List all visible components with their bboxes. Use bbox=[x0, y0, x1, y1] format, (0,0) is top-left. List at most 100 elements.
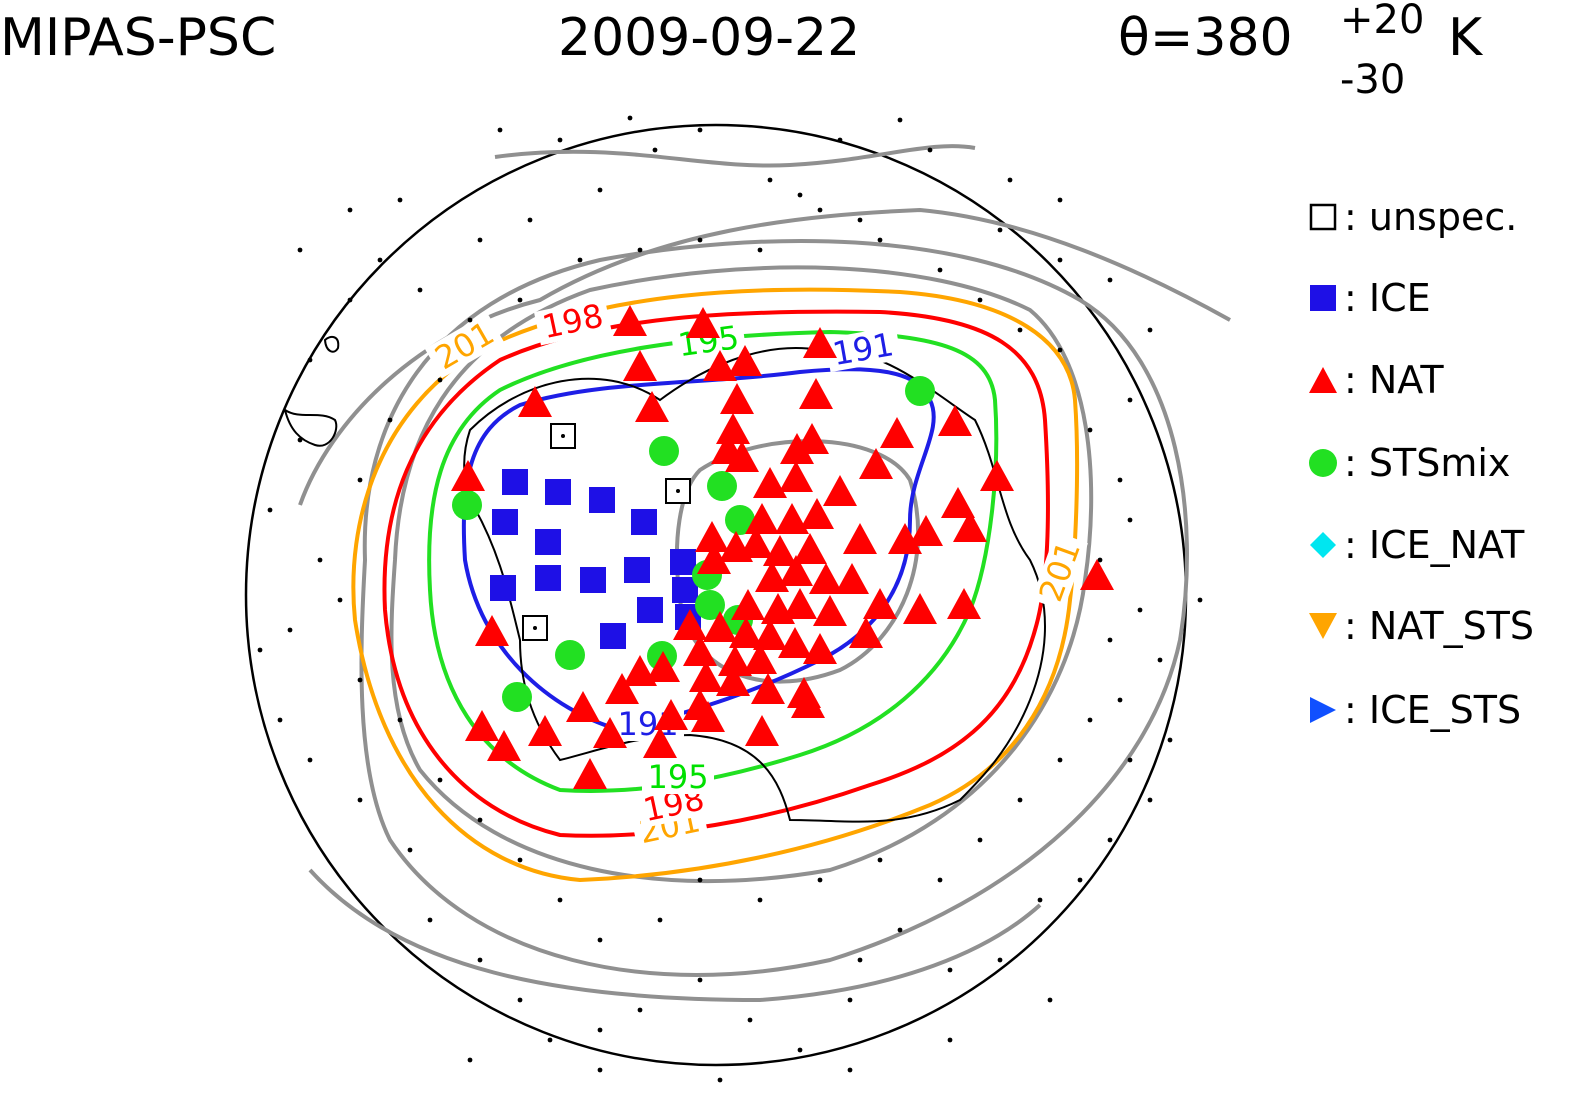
measurement-dot bbox=[477, 957, 483, 963]
nat-marker bbox=[953, 511, 987, 542]
measurement-dot bbox=[357, 477, 363, 483]
nat-marker bbox=[720, 383, 754, 414]
nat-marker bbox=[673, 609, 707, 640]
measurement-dot bbox=[797, 192, 803, 198]
measurement-dot bbox=[977, 297, 983, 303]
measurement-dot bbox=[517, 297, 523, 303]
nat-marker bbox=[743, 643, 777, 674]
measurement-dot bbox=[377, 257, 383, 263]
legend-label: : STSmix bbox=[1344, 441, 1511, 485]
measurement-dot bbox=[277, 717, 283, 723]
ice-marker bbox=[631, 509, 657, 535]
coastline bbox=[463, 347, 1046, 823]
stsmix-marker bbox=[502, 682, 532, 712]
measurement-dot bbox=[317, 557, 323, 563]
measurement-locations bbox=[257, 115, 1203, 1083]
stsmix-marker bbox=[452, 490, 482, 520]
nat-marker bbox=[779, 555, 813, 586]
measurement-dot bbox=[1137, 607, 1143, 613]
measurement-dot bbox=[697, 977, 703, 983]
measurement-dot bbox=[1047, 997, 1053, 1003]
nat-marker bbox=[731, 589, 765, 620]
nat-marker bbox=[465, 710, 499, 741]
measurement-dot bbox=[497, 127, 503, 133]
measurement-dot bbox=[1087, 717, 1093, 723]
unspec-markers bbox=[522, 423, 691, 641]
nat-marker bbox=[686, 307, 720, 338]
measurement-dot bbox=[697, 237, 703, 243]
nat-marker bbox=[623, 350, 657, 381]
measurement-dot bbox=[1107, 277, 1113, 283]
nat-marker bbox=[1080, 559, 1114, 590]
nat-marker bbox=[795, 423, 829, 454]
ice-markers bbox=[490, 469, 701, 649]
nat-marker bbox=[451, 460, 485, 491]
nat-marker bbox=[753, 467, 787, 498]
measurement-dot bbox=[697, 877, 703, 883]
measurement-dot bbox=[897, 927, 903, 933]
nat-marker bbox=[809, 563, 843, 594]
nat-marker bbox=[573, 758, 607, 789]
nat-marker bbox=[778, 627, 812, 658]
measurement-dot bbox=[1007, 177, 1013, 183]
measurement-dot bbox=[417, 287, 423, 293]
nat-marker bbox=[909, 515, 943, 546]
legend-item-nat: : NAT bbox=[1308, 358, 1444, 402]
measurement-dot bbox=[557, 137, 563, 143]
measurement-dot bbox=[437, 377, 443, 383]
ice-marker bbox=[624, 557, 650, 583]
legend-item-stsmix: : STSmix bbox=[1308, 441, 1510, 485]
measurement-dot bbox=[297, 437, 303, 443]
theta-unit: K bbox=[1448, 8, 1483, 68]
measurement-dot bbox=[527, 217, 533, 223]
legend-label: : ICE_STS bbox=[1344, 688, 1522, 732]
coastline-island bbox=[283, 407, 338, 447]
measurement-dot bbox=[857, 957, 863, 963]
contour-198 bbox=[382, 309, 1050, 838]
measurement-dot bbox=[557, 897, 563, 903]
nat-marker bbox=[813, 595, 847, 626]
contour-195 bbox=[427, 329, 999, 793]
measurement-dot bbox=[997, 957, 1003, 963]
stsmix-marker bbox=[555, 640, 585, 670]
measurement-dot bbox=[1197, 597, 1203, 603]
ice-marker bbox=[670, 549, 696, 575]
nat-markers bbox=[451, 305, 1114, 789]
measurement-dot bbox=[257, 647, 263, 653]
measurement-dot bbox=[347, 207, 353, 213]
nat-marker bbox=[823, 475, 857, 506]
measurement-dot bbox=[1017, 797, 1023, 803]
measurement-dot bbox=[1127, 757, 1133, 763]
nat-marker bbox=[803, 327, 837, 358]
nat-marker bbox=[728, 345, 762, 376]
measurement-dot bbox=[877, 857, 883, 863]
measurement-dot bbox=[1167, 737, 1173, 743]
nat-marker bbox=[751, 673, 785, 704]
measurement-dot bbox=[1147, 797, 1153, 803]
stsmix-marker bbox=[707, 471, 737, 501]
stsmix-marker bbox=[649, 436, 679, 466]
ice-marker bbox=[637, 597, 663, 623]
nat-marker bbox=[691, 701, 725, 732]
contour-label: 201 bbox=[1031, 536, 1088, 606]
measurement-dot bbox=[577, 257, 583, 263]
legend-label: : NAT_STS bbox=[1344, 604, 1535, 648]
measurement-dot bbox=[597, 187, 603, 193]
measurement-dot bbox=[307, 357, 313, 363]
nat-marker bbox=[803, 633, 837, 664]
measurement-dot bbox=[297, 247, 303, 253]
nat-marker bbox=[605, 673, 639, 704]
legend-label: : ICE bbox=[1344, 276, 1431, 320]
measurement-dot bbox=[817, 877, 823, 883]
nat-marker bbox=[646, 651, 680, 682]
measurement-dot bbox=[847, 1067, 853, 1073]
measurement-dot bbox=[427, 917, 433, 923]
unspec-marker-dot bbox=[533, 626, 537, 630]
measurement-dot bbox=[637, 1007, 643, 1013]
triangle-down-icon bbox=[1309, 613, 1337, 639]
nat-marker bbox=[888, 523, 922, 554]
nat-marker bbox=[593, 717, 627, 748]
stsmix-marker bbox=[905, 376, 935, 406]
measurement-dot bbox=[1087, 427, 1093, 433]
measurement-dot bbox=[347, 297, 353, 303]
